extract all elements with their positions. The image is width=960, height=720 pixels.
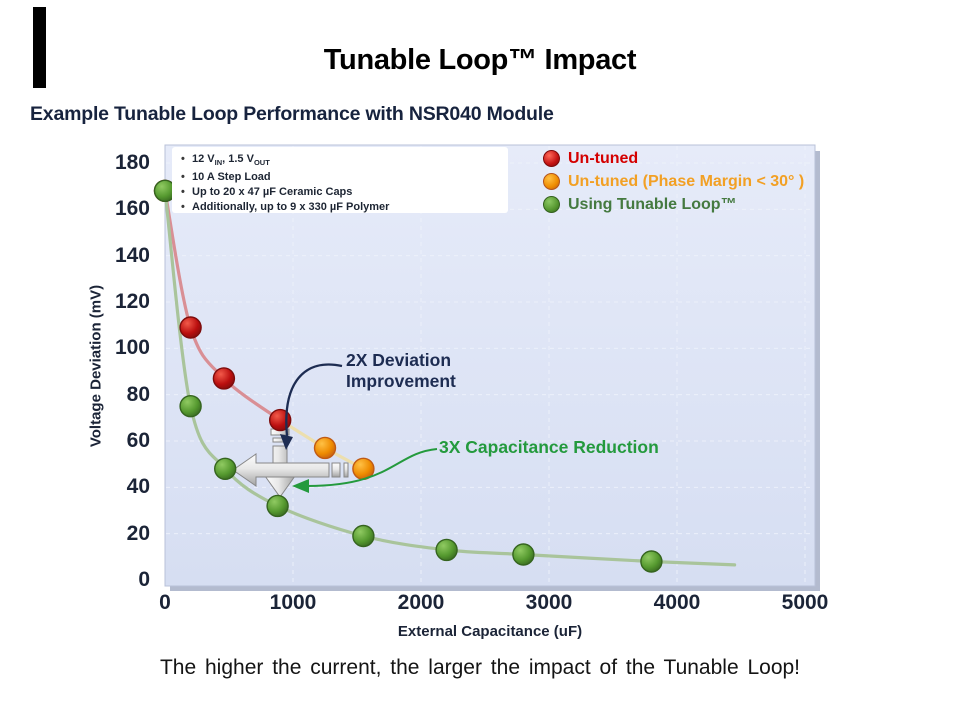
page-title: Tunable Loop™ Impact — [323, 44, 637, 76]
legend-label: Un-tuned (Phase Margin < 30° ) — [568, 172, 805, 190]
condition-bullet: 10 A Step Load — [181, 170, 508, 185]
legend-item: Using Tunable Loop™ — [543, 196, 804, 213]
legend-marker-sphere-icon — [543, 196, 560, 213]
deviation-improvement-note: 2X Deviation Improvement — [346, 350, 456, 392]
y-tick-label: 80 — [126, 382, 150, 406]
chart-subtitle: Example Tunable Loop Performance with NS… — [30, 103, 554, 125]
data-point — [512, 543, 535, 566]
chart-legend: Un-tuned Un-tuned (Phase Margin < 30° ) Us… — [543, 150, 804, 219]
slide-accent-bar — [33, 7, 46, 88]
y-tick-label: 100 — [114, 336, 150, 360]
y-tick-label: 60 — [126, 428, 150, 452]
data-point — [212, 367, 236, 390]
plot-shadow-right — [815, 151, 820, 586]
legend-item: Un-tuned (Phase Margin < 30° ) — [543, 173, 804, 190]
y-tick-label: 20 — [126, 521, 150, 545]
data-point — [179, 316, 202, 339]
x-tick-label: 4000 — [653, 591, 701, 614]
deviation-note-line2: Improvement — [346, 371, 456, 391]
legend-marker-sphere-icon — [543, 150, 560, 167]
y-tick-label: 40 — [126, 475, 150, 499]
legend-marker-sphere-icon — [543, 173, 560, 190]
data-point — [640, 550, 663, 573]
y-tick-label: 120 — [114, 289, 150, 313]
capacitance-reduction-note: 3X Capacitance Reduction — [439, 437, 659, 457]
x-tick-label: 5000 — [781, 591, 829, 614]
data-point — [213, 457, 237, 480]
x-tick-label: 0 — [159, 591, 171, 614]
deviation-note-pointer-arrow — [280, 363, 343, 450]
legend-label: Un-tuned — [568, 149, 639, 167]
y-tick-label: 140 — [114, 243, 150, 267]
y-tick-label: 0 — [138, 568, 150, 591]
series-line-0 — [163, 189, 282, 422]
data-point — [179, 395, 202, 418]
test-conditions-list: 12 VIN, 1.5 VOUT10 A Step LoadUp to 20 x… — [172, 152, 508, 215]
capacitance-note-pointer-arrow — [292, 448, 438, 493]
plot-shadow-bottom — [170, 586, 820, 591]
x-tick-label: 3000 — [525, 591, 573, 614]
x-tick-label: 2000 — [397, 591, 445, 614]
data-point — [313, 436, 337, 460]
condition-bullet: Additionally, up to 9 x 330 µF Polymer — [181, 200, 508, 215]
x-tick-label: 1000 — [269, 591, 317, 614]
legend-item: Un-tuned — [543, 150, 804, 167]
condition-bullet: Up to 20 x 47 µF Ceramic Caps — [181, 185, 508, 200]
deviation-note-line1: 2X Deviation — [346, 350, 452, 370]
x-axis-title: External Capacitance (uF) — [397, 623, 583, 640]
y-axis-title: Voltage Deviation (mV) — [87, 284, 105, 448]
data-point — [435, 538, 458, 562]
legend-label: Using Tunable Loop™ — [568, 195, 737, 213]
capacitance-reduction-arrow — [232, 453, 349, 487]
y-tick-label: 180 — [114, 150, 150, 174]
condition-bullet: 12 VIN, 1.5 VOUT — [181, 152, 508, 170]
slide-caption: The higher the current, the larger the i… — [159, 656, 801, 679]
test-conditions-box: 12 VIN, 1.5 VOUT10 A Step LoadUp to 20 x… — [172, 147, 508, 215]
data-point — [266, 494, 289, 518]
y-tick-label: 160 — [114, 197, 150, 221]
data-point — [352, 524, 375, 548]
